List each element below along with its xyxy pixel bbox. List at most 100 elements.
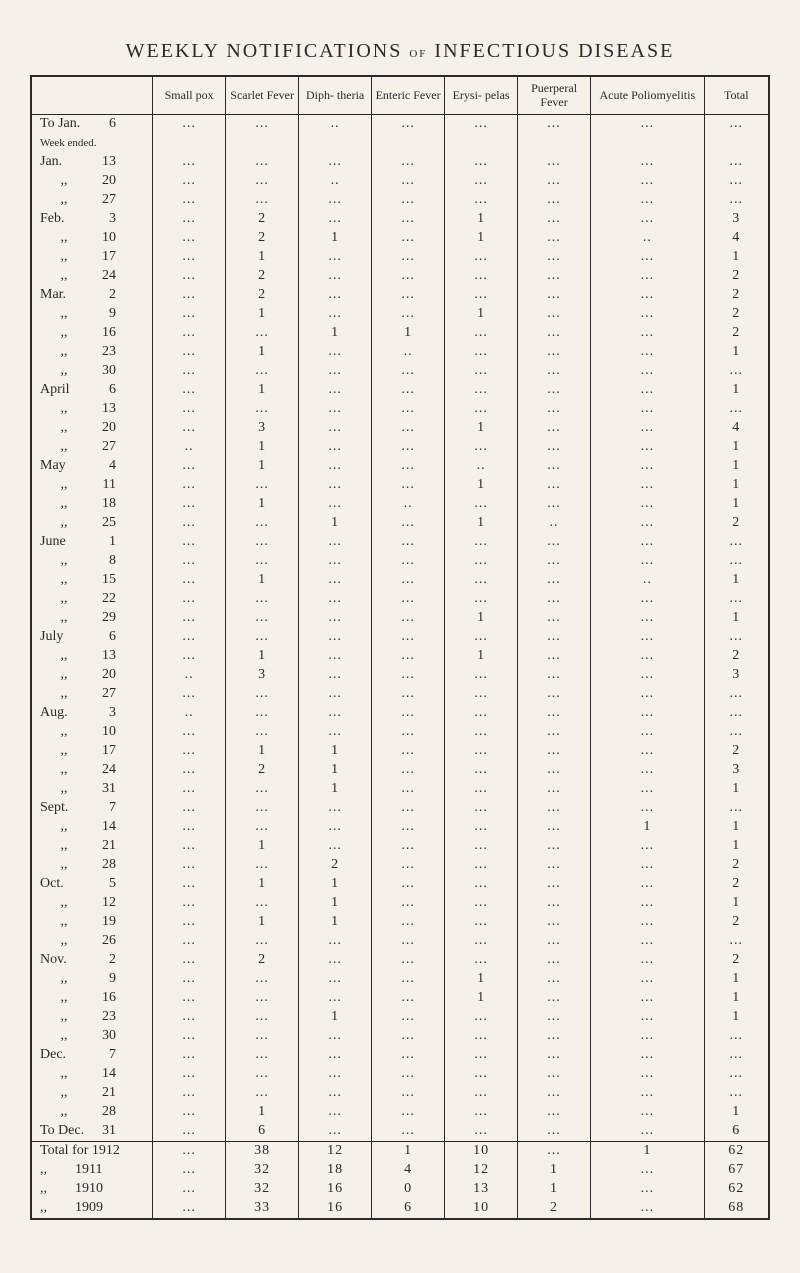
table-cell: 18 xyxy=(299,1161,372,1180)
table-cell: ... xyxy=(299,837,372,856)
total-label: ,, 1910 xyxy=(31,1180,153,1199)
table-cell: ... xyxy=(704,533,769,552)
table-cell: ... xyxy=(445,818,518,837)
table-row: Feb.3...2......1......3 xyxy=(31,210,769,229)
row-label: ,,13 xyxy=(31,400,153,419)
table-cell: 1 xyxy=(445,476,518,495)
table-cell: 2 xyxy=(704,514,769,533)
table-cell xyxy=(372,134,445,153)
table-cell: 2 xyxy=(226,761,299,780)
table-cell: 1 xyxy=(445,970,518,989)
column-header: Erysi- pelas xyxy=(445,76,518,114)
table-cell: ... xyxy=(299,989,372,1008)
row-label: ,,28 xyxy=(31,856,153,875)
table-cell: 1 xyxy=(299,894,372,913)
table-cell: ... xyxy=(226,1027,299,1046)
week-ended-label: Week ended. xyxy=(31,134,153,153)
table-cell: 1 xyxy=(445,989,518,1008)
table-cell: 2 xyxy=(704,267,769,286)
table-row: ,,26........................ xyxy=(31,932,769,951)
table-cell: ... xyxy=(518,343,591,362)
table-cell: ... xyxy=(226,723,299,742)
table-cell: ... xyxy=(518,647,591,666)
table-cell: ... xyxy=(153,1199,226,1219)
table-row: ,,16......11.........2 xyxy=(31,324,769,343)
table-cell: ... xyxy=(445,761,518,780)
table-row: ,,24...21............3 xyxy=(31,761,769,780)
table-cell: ... xyxy=(518,1084,591,1103)
table-cell: ... xyxy=(591,1180,705,1199)
table-cell: ... xyxy=(591,609,705,628)
table-cell: ... xyxy=(153,970,226,989)
table-cell: 12 xyxy=(299,1141,372,1161)
table-cell: ... xyxy=(153,989,226,1008)
table-row: ,,20..3...............3 xyxy=(31,666,769,685)
table-cell: ... xyxy=(226,172,299,191)
total-row: ,, 1911...32184121...67 xyxy=(31,1161,769,1180)
row-label: ,,11 xyxy=(31,476,153,495)
table-cell: ... xyxy=(591,704,705,723)
table-cell: 1 xyxy=(591,1141,705,1161)
table-row: ,,20...3......1......4 xyxy=(31,419,769,438)
row-label: Feb.3 xyxy=(31,210,153,229)
table-cell: ... xyxy=(372,267,445,286)
table-cell: ... xyxy=(445,894,518,913)
table-row: June1........................ xyxy=(31,533,769,552)
table-cell: ... xyxy=(372,1103,445,1122)
table-cell: ... xyxy=(445,875,518,894)
table-cell: ... xyxy=(518,951,591,970)
table-cell: ... xyxy=(153,1103,226,1122)
column-header: Enteric Fever xyxy=(372,76,445,114)
table-cell: 67 xyxy=(704,1161,769,1180)
table-cell: 1 xyxy=(226,742,299,761)
table-subhead-row: Week ended. xyxy=(31,134,769,153)
table-row: ,,9............1......1 xyxy=(31,970,769,989)
table-cell: ... xyxy=(704,932,769,951)
row-label: ,,17 xyxy=(31,248,153,267)
table-row: ,,20....................... xyxy=(31,172,769,191)
row-label: ,,28 xyxy=(31,1103,153,1122)
row-label: July6 xyxy=(31,628,153,647)
row-label: ,,13 xyxy=(31,647,153,666)
total-label: ,, 1911 xyxy=(31,1161,153,1180)
title-of: of xyxy=(409,44,427,61)
table-cell: ... xyxy=(445,153,518,172)
table-cell: ... xyxy=(591,1008,705,1027)
table-cell xyxy=(704,134,769,153)
table-row: April6...1...............1 xyxy=(31,381,769,400)
row-label: ,,16 xyxy=(31,324,153,343)
table-cell: ... xyxy=(445,533,518,552)
table-cell: 1 xyxy=(704,970,769,989)
table-cell: .. xyxy=(372,343,445,362)
table-cell: 1 xyxy=(445,647,518,666)
table-cell: ... xyxy=(153,153,226,172)
table-cell: ... xyxy=(372,970,445,989)
table-cell: ... xyxy=(299,951,372,970)
table-cell: ... xyxy=(518,153,591,172)
table-cell: 1 xyxy=(226,381,299,400)
table-cell: ... xyxy=(518,191,591,210)
table-cell: ... xyxy=(299,533,372,552)
table-cell: 2 xyxy=(704,286,769,305)
table-cell: ... xyxy=(226,628,299,647)
table-cell: .. xyxy=(299,114,372,134)
table-cell: ... xyxy=(445,1122,518,1142)
row-label: ,,25 xyxy=(31,514,153,533)
table-cell: 2 xyxy=(299,856,372,875)
table-row: ,,8........................ xyxy=(31,552,769,571)
table-row: ,,16............1......1 xyxy=(31,989,769,1008)
table-row: ,,10........................ xyxy=(31,723,769,742)
table-cell: ... xyxy=(153,894,226,913)
table-cell: 1 xyxy=(226,457,299,476)
table-cell: 16 xyxy=(299,1199,372,1219)
table-cell: ... xyxy=(226,362,299,381)
table-cell: ... xyxy=(445,742,518,761)
row-label: Nov.2 xyxy=(31,951,153,970)
table-cell: ... xyxy=(518,1103,591,1122)
table-cell: ... xyxy=(299,704,372,723)
table-cell: 1 xyxy=(704,989,769,1008)
table-row: ,,23......1............1 xyxy=(31,1008,769,1027)
title-tail: INFECTIOUS DISEASE xyxy=(434,40,674,62)
table-cell: ... xyxy=(372,210,445,229)
table-cell: ... xyxy=(153,875,226,894)
